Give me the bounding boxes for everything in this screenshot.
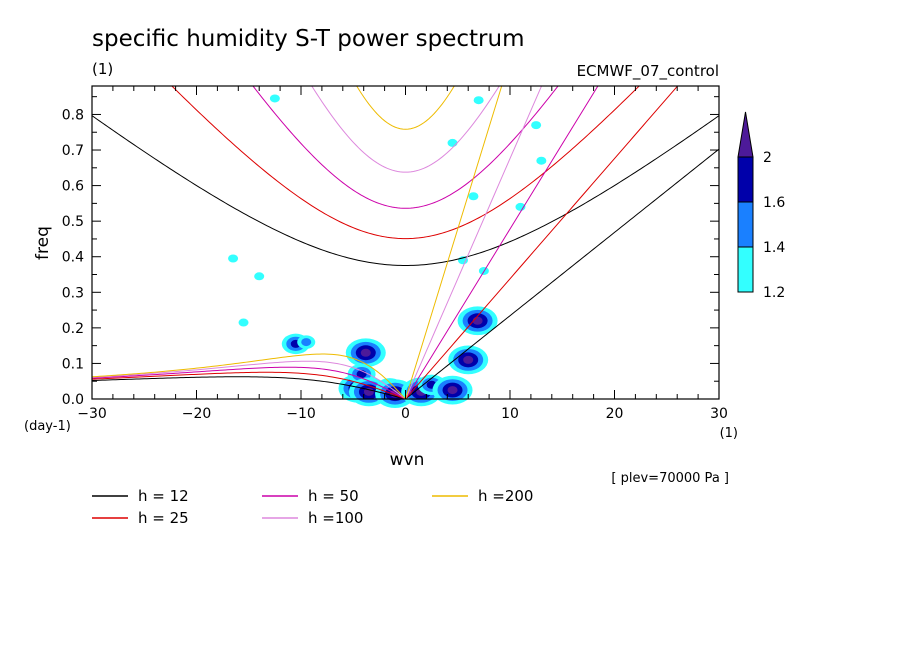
- power-blob-level: [360, 348, 371, 357]
- power-blob-level: [228, 254, 239, 263]
- dispersion-curve-group: [92, 115, 719, 399]
- power-blob-level: [447, 386, 458, 395]
- rossby-wave-curve: [92, 371, 406, 399]
- kelvin-wave-curve: [405, 86, 679, 399]
- rossby-wave-curve: [92, 360, 406, 399]
- power-blob: [238, 318, 249, 327]
- y-tick-label: 0.2: [62, 321, 84, 337]
- power-blob: [473, 96, 484, 105]
- power-blob: [228, 254, 239, 263]
- plot-frame: [91, 85, 720, 400]
- legend-label: h =100: [308, 509, 363, 527]
- colorbar-label: 2: [763, 150, 772, 166]
- x-tick-label: 10: [501, 406, 519, 422]
- colorbar-arrow: [737, 111, 754, 158]
- colorbar-label: 1.6: [763, 195, 785, 211]
- legend-item: h = 25: [92, 509, 189, 527]
- pressure-level-label: [ plev=70000 Pa ]: [611, 471, 729, 486]
- power-blob-level: [515, 202, 526, 211]
- gravity-wave-curve: [311, 86, 500, 173]
- legend-item: h = 12: [92, 487, 189, 505]
- power-blob: [269, 94, 280, 103]
- power-blob-level: [473, 96, 484, 105]
- legend: h = 12 h = 50 h =200 h = 25 h =100: [92, 487, 533, 527]
- rossby-wave-curve: [92, 376, 406, 399]
- y-tick-label: 0.0: [62, 392, 84, 408]
- x-tick-label: −30: [77, 406, 107, 422]
- kelvin-wave-curve: [405, 86, 543, 399]
- y-tick-label: 0.8: [62, 107, 84, 123]
- legend-label: h =200: [478, 487, 533, 505]
- dispersion-curve-group: [92, 86, 503, 399]
- y-tick-label: 0.4: [62, 250, 84, 266]
- power-contours: [228, 94, 547, 409]
- power-blob: [254, 272, 265, 281]
- power-blob: [432, 375, 473, 405]
- y-tick-label: 0.3: [62, 285, 84, 301]
- power-blob: [515, 202, 526, 211]
- gravity-wave-curve: [92, 115, 719, 266]
- gravity-wave-curve: [356, 86, 455, 130]
- power-blob-level: [536, 156, 547, 165]
- y-axis-label: freq: [33, 226, 53, 260]
- y-tick-label: 0.7: [62, 143, 84, 159]
- power-blob-level: [301, 338, 312, 347]
- colorbar-segment: [737, 201, 754, 248]
- power-blob-level: [531, 121, 542, 130]
- x-tick-label: −20: [182, 406, 212, 422]
- x-units-label: (1): [720, 426, 738, 441]
- legend-item: h =100: [262, 509, 363, 527]
- gravity-wave-curve: [171, 86, 640, 240]
- power-blob: [447, 138, 458, 147]
- colorbar-label: 1.2: [763, 285, 785, 301]
- rossby-wave-curve: [92, 353, 406, 399]
- dispersion-curve-group: [92, 86, 599, 399]
- gravity-wave-curve: [252, 86, 559, 209]
- power-blob: [468, 192, 479, 201]
- power-blob: [536, 156, 547, 165]
- y-tick-label: 0.6: [62, 179, 84, 195]
- x-axis-label: wvn: [390, 450, 425, 470]
- dispersion-curves: [92, 86, 719, 399]
- legend-item: h = 50: [262, 487, 359, 505]
- colorbar: 1.2 1.4 1.6 2: [737, 111, 785, 301]
- x-tick-label: −10: [286, 406, 316, 422]
- chart-title: specific humidity S-T power spectrum: [92, 26, 524, 52]
- legend-label: h = 25: [138, 509, 189, 527]
- power-blob: [531, 121, 542, 130]
- colorbar-label: 1.4: [763, 240, 785, 256]
- y-tick-label: 0.1: [62, 356, 84, 372]
- kelvin-wave-curve: [405, 86, 503, 399]
- power-blob-level: [269, 94, 280, 103]
- rossby-wave-curve: [92, 366, 406, 399]
- axis-ticks: −30 −20 −10 0 10 20 30 0.0 0.1 0.2 0.3 0.4 0.5 0.6 0.7…: [62, 86, 728, 422]
- x-tick-label: 0: [401, 406, 410, 422]
- y-tick-label: 0.5: [62, 214, 84, 230]
- y-units-label: (day-1): [24, 419, 71, 434]
- legend-label: h = 50: [308, 487, 359, 505]
- legend-item: h =200: [432, 487, 533, 505]
- units-label: (1): [92, 60, 113, 78]
- dataset-label: ECMWF_07_control: [577, 62, 719, 81]
- kelvin-wave-curve: [405, 148, 719, 399]
- dispersion-curve-group: [92, 86, 679, 399]
- power-blob-level: [254, 272, 265, 281]
- power-blob: [297, 335, 316, 349]
- power-blob: [345, 338, 386, 368]
- colorbar-segment: [737, 246, 754, 293]
- power-blob-level: [463, 355, 474, 364]
- power-blob-level: [447, 138, 458, 147]
- colorbar-segment: [737, 156, 754, 203]
- power-blob-level: [468, 192, 479, 201]
- legend-label: h = 12: [138, 487, 189, 505]
- x-tick-label: 20: [606, 406, 624, 422]
- x-tick-label: 30: [710, 406, 728, 422]
- kelvin-wave-curve: [405, 86, 599, 399]
- power-blob-level: [238, 318, 249, 327]
- dispersion-curve-group: [92, 86, 543, 399]
